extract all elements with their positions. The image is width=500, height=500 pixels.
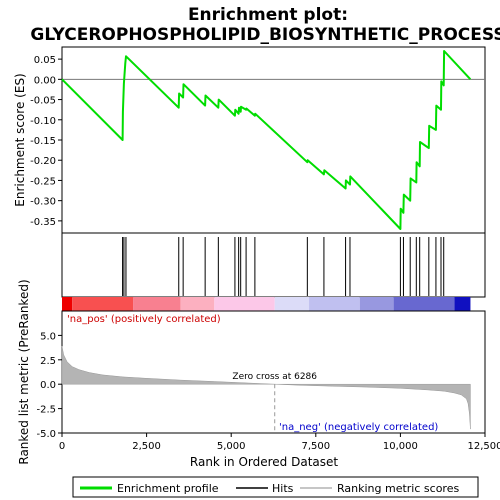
legend-label-ranking: Ranking metric scores [337,482,459,495]
x-tick-label: 2,500 [132,441,161,452]
x-tick-label: 10,000 [383,441,418,452]
es-y-tick-label: -0.20 [30,156,56,167]
pos-correlated-label: 'na_pos' (positively correlated) [67,314,221,325]
hits-panel [61,232,486,298]
color-bar-segment [72,297,134,311]
color-bar-segment [359,297,394,311]
metric-panel [61,310,486,434]
enrichment-profile-line [61,50,472,230]
rank-color-bar [62,297,471,311]
legend-label-hits: Hits [272,482,294,495]
color-bar-segment [133,297,181,311]
color-bar-segment [309,297,360,311]
neg-correlated-label: 'na_neg' (negatively correlated) [279,422,438,433]
color-bar-segment [393,297,455,311]
x-tick-label: 7,500 [301,441,330,452]
metric-y-axis: 5.0 2.5 0.0 -2.5 -5.0 [36,331,62,440]
color-bar-segment [454,297,471,311]
chart-title-line1: Enrichment plot: [188,5,348,25]
metric-y-tick-label: 0.0 [40,380,56,391]
es-y-tick-label: -0.25 [30,176,56,187]
es-y-tick-label: 0.05 [34,55,56,66]
hit-markers [122,237,445,296]
x-tick-label: 0 [59,441,65,452]
legend-box [72,476,479,498]
metric-y-tick-label: 5.0 [40,331,56,342]
es-y-tick-label: -0.30 [30,197,56,208]
es-y-tick-label: -0.35 [30,217,56,228]
metric-y-tick-label: -2.5 [36,405,56,416]
x-tick-label: 12,500 [468,441,500,452]
es-y-tick-label: -0.10 [30,116,56,127]
color-bar-segment [180,297,215,311]
metric-y-axis-label: Ranked list metric (PreRanked) [17,279,31,464]
legend-label-enrichment: Enrichment profile [117,482,219,495]
metric-y-tick-label: 2.5 [40,356,56,367]
es-y-tick-label: -0.05 [30,96,56,107]
es-y-axis: 0.05 0.00 -0.05 -0.10 -0.15 -0.20 -0.25 -0.30 -0… [30,55,62,228]
es-y-axis-label: Enrichment score (ES) [13,73,27,206]
ranking-metric-area [61,346,471,430]
color-bar-segment [214,297,275,311]
color-bar-segment [274,297,310,311]
es-panel [61,46,486,234]
chart-title-line2: GLYCEROPHOSPHOLIPID_BIOSYNTHETIC_PROCESS [30,25,500,45]
es-y-tick-label: -0.15 [30,136,56,147]
metric-y-tick-label: -5.0 [36,429,56,440]
es-y-tick-label: 0.00 [34,75,56,86]
x-axis-label: Rank in Ordered Dataset [190,455,338,469]
zero-cross-label: Zero cross at 6286 [232,372,317,382]
x-tick-label: 5,000 [217,441,246,452]
x-axis: 0 2,500 5,000 7,500 10,000 12,500 [59,433,500,452]
color-bar-segment [62,297,73,311]
